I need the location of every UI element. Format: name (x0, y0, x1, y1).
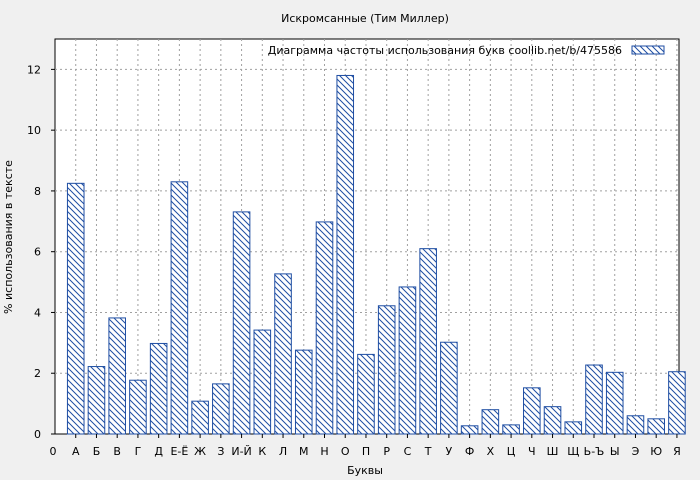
x-tick-label: Г (135, 445, 142, 458)
y-tick-label: 4 (34, 306, 41, 319)
y-tick-label: 6 (34, 246, 41, 259)
y-axis-label: % использования в тексте (2, 160, 15, 314)
y-tick-label: 8 (34, 185, 41, 198)
bar-11 (274, 273, 292, 435)
bar-17 (398, 286, 417, 435)
x-tick-label: Я (673, 445, 681, 458)
x-tick-label: П (362, 445, 370, 458)
bar-7 (191, 400, 209, 435)
bar-30 (668, 371, 686, 435)
x-tick-label: Ж (194, 445, 206, 458)
x-tick-label: О (341, 445, 350, 458)
bar-29 (647, 418, 665, 435)
x-tick-label: У (446, 445, 453, 458)
y-tick-labels: 0 2 4 6 8 10 12 (27, 63, 55, 441)
bar-25 (564, 421, 583, 435)
bar-21 (481, 409, 500, 435)
x-tick-label: Ф (465, 445, 474, 458)
x-tick-label: Э (632, 445, 640, 458)
bar-15 (357, 353, 375, 435)
x-tick-label-origin: 0 (50, 445, 57, 458)
x-tick-label: С (404, 445, 412, 458)
y-tick-label: 2 (34, 367, 41, 380)
bar-14 (336, 74, 355, 435)
y-tick-label: 10 (27, 124, 41, 137)
bar-1 (66, 182, 85, 435)
chart-title: Искромсанные (Тим Миллер) (281, 12, 449, 25)
bar-23 (523, 387, 541, 435)
bar-4 (129, 379, 147, 435)
bar-3 (108, 317, 126, 435)
bar-6 (170, 181, 189, 435)
x-tick-label: М (299, 445, 309, 458)
x-tick-label: Р (383, 445, 390, 458)
x-tick-label: Е-Ё (170, 445, 188, 458)
x-tick-label: Ц (507, 445, 516, 458)
y-tick-label: 0 (34, 428, 41, 441)
x-tick-label: Ы (610, 445, 620, 458)
x-tick-label: В (113, 445, 121, 458)
x-tick-label: Ш (547, 445, 559, 458)
x-tick-label: Ю (650, 445, 662, 458)
x-tick-label: Т (424, 445, 432, 458)
bar-5 (149, 342, 168, 435)
x-tick-label: Ч (528, 445, 536, 458)
x-tick-label: Б (93, 445, 101, 458)
bar-18 (419, 248, 437, 435)
x-tick-label: К (258, 445, 266, 458)
x-tick-label: З (217, 445, 224, 458)
x-axis-label: Буквы (347, 464, 383, 477)
x-tick-label: Л (279, 445, 287, 458)
x-tick-label: Н (320, 445, 328, 458)
bar-13 (315, 221, 334, 435)
x-tick-label: Х (487, 445, 495, 458)
bar-16 (377, 305, 396, 435)
x-tick-label: Д (154, 445, 163, 458)
bar-10 (253, 329, 272, 435)
legend-swatch (631, 45, 665, 55)
bar-24 (543, 406, 562, 435)
bar-28 (626, 415, 645, 435)
legend-label: Диаграмма частоты использования букв coo… (268, 44, 622, 57)
x-tick-label: Ь-Ъ (584, 445, 605, 458)
bar-26 (585, 364, 603, 435)
x-tick-label: Щ (567, 445, 579, 458)
bar-2 (87, 366, 106, 435)
bar-12 (294, 349, 313, 435)
bar-20 (460, 425, 479, 435)
x-tick-labels: 0 А Б В Г Д Е-Ё Ж З И-Й К Л М Н О П Р С Т У Ф Х Ц Ч Ш Щ Ь-Ъ Ы Э Ю Я (50, 434, 681, 458)
bar-27 (605, 371, 624, 435)
bar-19 (440, 341, 458, 435)
bar-9 (232, 211, 251, 435)
bar-22 (502, 424, 520, 435)
x-tick-label: А (72, 445, 80, 458)
legend: Диаграмма частоты использования букв coo… (268, 44, 665, 57)
bar-8 (212, 383, 230, 435)
y-tick-label: 12 (27, 63, 41, 76)
x-tick-label: И-Й (231, 445, 251, 458)
